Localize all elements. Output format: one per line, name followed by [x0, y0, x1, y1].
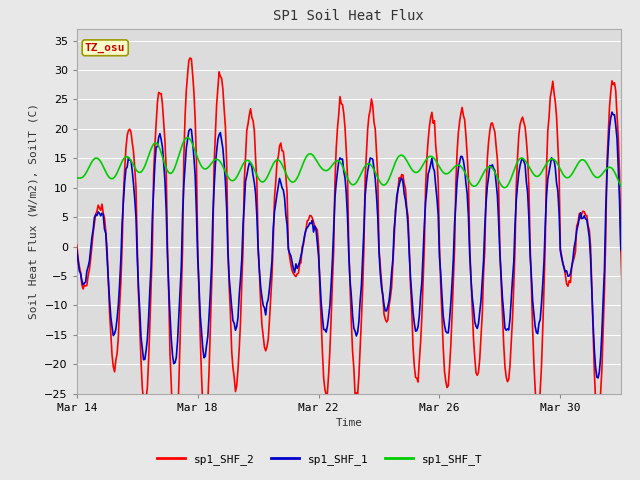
- sp1_SHF_T: [412, 169, 419, 175]
- sp1_SHF_2: [171, 441, 179, 447]
- sp1_SHF_1: [73, 248, 81, 253]
- sp1_SHF_T: [441, 170, 449, 176]
- sp1_SHF_2: [519, 114, 527, 120]
- sp1_SHF_1: [327, 281, 335, 287]
- Title: SP1 Soil Heat Flux: SP1 Soil Heat Flux: [273, 10, 424, 24]
- sp1_SHF_T: [623, 187, 631, 193]
- Legend: sp1_SHF_2, sp1_SHF_1, sp1_SHF_T: sp1_SHF_2, sp1_SHF_1, sp1_SHF_T: [153, 450, 487, 469]
- sp1_SHF_1: [410, 320, 418, 326]
- sp1_SHF_2: [330, 248, 337, 253]
- sp1_SHF_1: [595, 375, 602, 381]
- Text: TZ_osu: TZ_osu: [85, 43, 125, 53]
- sp1_SHF_T: [262, 177, 269, 182]
- sp1_SHF_1: [623, 272, 631, 278]
- sp1_SHF_1: [608, 109, 616, 115]
- sp1_SHF_T: [73, 175, 81, 181]
- Line: sp1_SHF_2: sp1_SHF_2: [77, 58, 640, 444]
- sp1_SHF_2: [442, 378, 450, 384]
- sp1_SHF_2: [413, 375, 420, 381]
- sp1_SHF_2: [73, 242, 81, 248]
- sp1_SHF_2: [623, 421, 631, 427]
- sp1_SHF_1: [516, 163, 524, 168]
- sp1_SHF_1: [260, 305, 268, 311]
- sp1_SHF_T: [518, 155, 525, 161]
- sp1_SHF_T: [622, 188, 630, 194]
- Line: sp1_SHF_T: sp1_SHF_T: [77, 137, 640, 191]
- Y-axis label: Soil Heat Flux (W/m2), SoilT (C): Soil Heat Flux (W/m2), SoilT (C): [29, 103, 38, 319]
- sp1_SHF_2: [186, 55, 194, 61]
- sp1_SHF_T: [184, 134, 191, 140]
- sp1_SHF_2: [263, 344, 271, 350]
- Line: sp1_SHF_1: sp1_SHF_1: [77, 112, 640, 378]
- sp1_SHF_T: [328, 162, 336, 168]
- sp1_SHF_1: [440, 313, 447, 319]
- X-axis label: Time: Time: [335, 418, 362, 428]
